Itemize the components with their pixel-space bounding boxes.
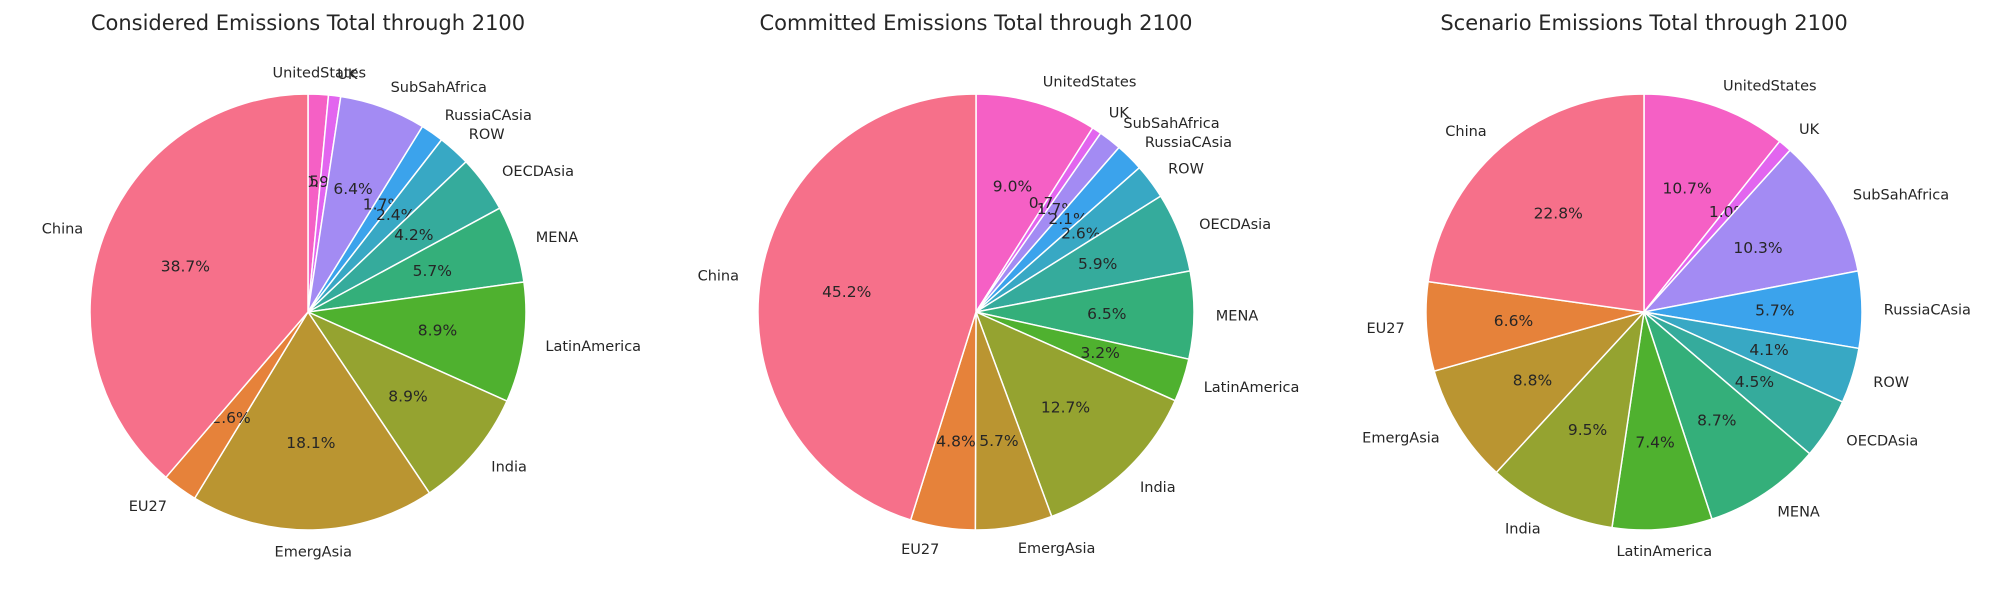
pct-label-committed-unitedstates: 9.0%	[993, 177, 1032, 195]
pie-slice-scenario-subsahafrica	[1641, 149, 1859, 314]
slice-label-committed-unitedstates: UnitedStates	[1043, 75, 1137, 91]
pie-slice-committed-china	[757, 93, 977, 521]
slice-label-scenario-uk: UK	[1799, 122, 1820, 138]
slice-label-scenario-russiacasia: RussiaCAsia	[1884, 302, 1971, 318]
pct-label-considered-oecdasia: 4.2%	[394, 226, 433, 244]
slice-label-considered-uk: UK	[337, 67, 358, 83]
pct-label-scenario-eu27: 6.6%	[1494, 312, 1533, 330]
pie-considered-slices: UnitedStates1.5%UK0.9%SubSahAfrica6.4%Ru…	[42, 66, 641, 561]
pct-label-considered-mena: 5.7%	[413, 262, 452, 280]
slice-label-scenario-mena: MENA	[1777, 504, 1820, 520]
pct-label-scenario-emergasia: 8.8%	[1513, 372, 1552, 390]
pie-slice-considered-india	[305, 310, 508, 495]
pct-label-scenario-china: 22.8%	[1534, 204, 1583, 222]
pie-slice-considered-emergasia	[193, 310, 431, 531]
pct-label-considered-india: 8.9%	[388, 387, 427, 405]
pie-scenario-slices: UnitedStates10.7%UK1.0%SubSahAfrica10.3%…	[1362, 79, 1971, 560]
chart-title-scenario: Scenario Emissions Total through 2100	[1440, 11, 1847, 35]
slice-label-committed-subsahafrica: SubSahAfrica	[1123, 116, 1219, 132]
pct-label-considered-latinamerica: 8.9%	[418, 321, 457, 339]
pie-slice-considered-latinamerica	[305, 281, 527, 403]
slice-label-scenario-emergasia: EmergAsia	[1362, 431, 1440, 447]
slice-label-committed-emergasia: EmergAsia	[1018, 541, 1096, 557]
slice-label-committed-uk: UK	[1109, 105, 1130, 121]
pie-slice-scenario-india	[1495, 309, 1646, 529]
pct-label-committed-eu27: 4.8%	[936, 432, 975, 450]
pct-label-scenario-russiacasia: 5.7%	[1755, 302, 1794, 320]
pie-chart-committed: Committed Emissions Total through 2100 U…	[698, 11, 1300, 558]
pie-slice-scenario-latinamerica	[1611, 311, 1713, 531]
slice-label-scenario-india: India	[1505, 521, 1541, 537]
pct-label-considered-china: 38.7%	[161, 258, 210, 276]
pct-label-committed-emergasia: 5.7%	[979, 432, 1018, 450]
pie-chart-scenario: Scenario Emissions Total through 2100 Un…	[1362, 11, 1971, 560]
slice-label-committed-latinamerica: LatinAmerica	[1204, 380, 1300, 396]
pie-slice-scenario-china	[1427, 93, 1645, 313]
slice-label-considered-mena: MENA	[536, 230, 579, 246]
pct-label-scenario-subsahafrica: 10.3%	[1733, 239, 1782, 257]
slice-label-considered-india: India	[491, 460, 527, 476]
chart-title-committed: Committed Emissions Total through 2100	[759, 11, 1192, 35]
pct-label-committed-india: 12.7%	[1041, 398, 1090, 416]
slice-label-scenario-row: ROW	[1873, 375, 1909, 391]
slice-label-committed-eu27: EU27	[901, 542, 939, 558]
pct-label-considered-emergasia: 18.1%	[286, 434, 335, 452]
slice-label-committed-india: India	[1140, 480, 1176, 496]
pie-slice-scenario-unitedstates	[1643, 93, 1781, 315]
pie-slice-scenario-mena	[1642, 309, 1811, 521]
slice-label-committed-mena: MENA	[1216, 308, 1259, 324]
pct-label-considered-subsahafrica: 6.4%	[333, 180, 372, 198]
slice-label-considered-emergasia: EmergAsia	[275, 545, 353, 561]
slice-label-scenario-subsahafrica: SubSahAfrica	[1853, 187, 1949, 203]
pct-label-committed-latinamerica: 3.2%	[1081, 344, 1120, 362]
slice-label-scenario-unitedstates: UnitedStates	[1723, 79, 1817, 95]
slice-label-considered-unitedstates: UnitedStates	[273, 66, 367, 82]
slice-label-considered-china: China	[42, 222, 83, 238]
pie-committed-slices: UnitedStates9.0%UK0.7%SubSahAfrica1.7%Ru…	[698, 75, 1300, 558]
pie-slice-considered-china	[89, 93, 309, 479]
pct-label-committed-row: 2.6%	[1061, 225, 1100, 243]
pct-label-scenario-india: 9.5%	[1568, 421, 1607, 439]
pct-label-scenario-unitedstates: 10.7%	[1662, 180, 1711, 198]
slice-label-scenario-china: China	[1445, 124, 1486, 140]
slice-label-considered-latinamerica: LatinAmerica	[545, 339, 641, 355]
slice-label-considered-subsahafrica: SubSahAfrica	[391, 80, 487, 96]
pie-slice-scenario-emergasia	[1433, 310, 1647, 474]
pie-slice-committed-unitedstates	[975, 93, 1094, 315]
pct-label-committed-mena: 6.5%	[1087, 305, 1126, 323]
slice-label-considered-row: ROW	[469, 127, 505, 143]
pct-label-scenario-latinamerica: 7.4%	[1635, 433, 1674, 451]
pct-label-committed-oecdasia: 5.9%	[1078, 255, 1117, 273]
chart-title-considered: Considered Emissions Total through 2100	[91, 11, 525, 35]
pie-slice-committed-india	[974, 310, 1177, 518]
slice-label-committed-oecdasia: OECDAsia	[1199, 217, 1271, 233]
pct-label-scenario-oecdasia: 4.5%	[1735, 373, 1774, 391]
pct-label-scenario-row: 4.1%	[1749, 341, 1788, 359]
pie-chart-considered: Considered Emissions Total through 2100 …	[42, 11, 641, 561]
slice-label-considered-russiacasia: RussiaCAsia	[445, 108, 532, 124]
pct-label-committed-china: 45.2%	[822, 283, 871, 301]
slice-label-committed-china: China	[698, 269, 739, 285]
slice-label-committed-russiacasia: RussiaCAsia	[1145, 135, 1232, 151]
slice-label-scenario-latinamerica: LatinAmerica	[1616, 544, 1712, 560]
slice-label-scenario-eu27: EU27	[1366, 321, 1404, 337]
slice-label-committed-row: ROW	[1168, 161, 1204, 177]
slice-label-considered-oecdasia: OECDAsia	[502, 164, 574, 180]
slice-label-considered-eu27: EU27	[129, 499, 167, 515]
pct-label-scenario-mena: 8.7%	[1697, 412, 1736, 430]
slice-label-scenario-oecdasia: OECDAsia	[1846, 434, 1918, 450]
